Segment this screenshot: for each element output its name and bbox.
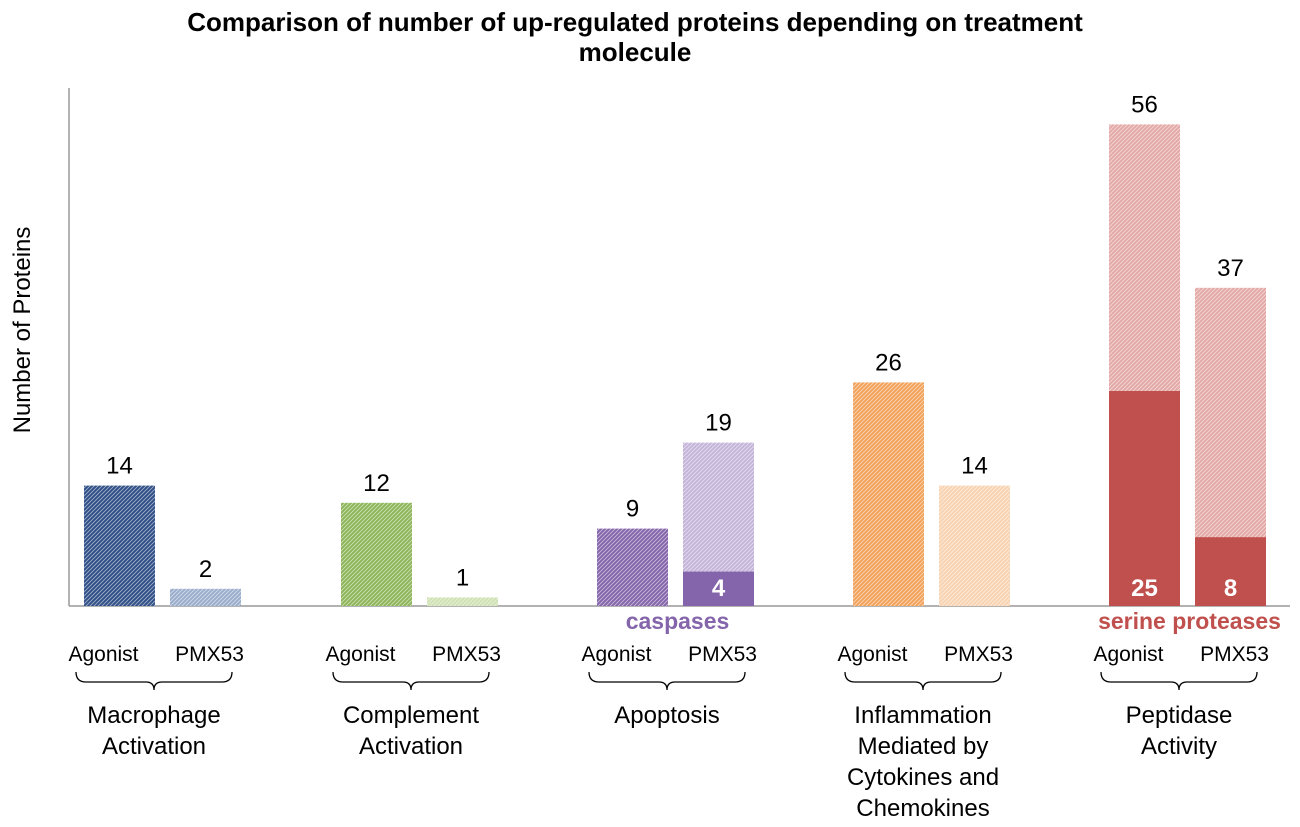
series-label: Agonist [581,643,651,666]
chart-title: Comparison of number of up-regulated pro… [187,7,1083,67]
bar-value-label: 56 [1131,91,1158,118]
category-label: Mediated by [858,733,989,760]
chart-title-line: molecule [579,37,692,67]
group-brace [844,671,1002,691]
bar-subset-label: 8 [1224,575,1237,602]
series-label: PMX53 [432,643,501,666]
bar-value-label: 14 [106,453,133,480]
group-brace [1100,671,1258,691]
series-label: PMX53 [175,643,244,666]
labels: 14Agonist2PMX53MacrophageActivation12Ago… [68,91,1280,822]
series-label: PMX53 [944,643,1013,666]
bar-value-label: 26 [875,349,902,376]
category-label: Inflammation [854,702,991,729]
y-axis-label: Number of Proteins [9,227,36,434]
category-label: Apoptosis [614,702,719,729]
bar-value-label: 1 [456,564,469,591]
category-label: Peptidase [1126,702,1233,729]
bar-pmx53-3 [939,485,1010,606]
annotation-label: caspases [626,608,730,634]
bars [84,124,1266,607]
bar-subset-2-1 [683,571,754,606]
bar-agonist-0 [84,485,155,606]
bar-agonist-1 [341,502,412,606]
group-brace [588,671,746,691]
series-label: PMX53 [688,643,757,666]
group-brace [332,671,490,691]
bar-pmx53-1 [427,597,498,606]
bar-subset-4-0 [1109,391,1180,606]
bar-value-label: 19 [705,410,732,437]
category-label: Activation [102,733,206,760]
bar-value-label: 14 [961,453,988,480]
category-label: Cytokines and [847,764,999,791]
bar-value-label: 2 [199,556,212,583]
category-label: Activation [359,733,463,760]
bar-value-label: 12 [363,470,390,497]
bar-agonist-2 [597,528,668,606]
group-brace [75,671,233,691]
series-label: Agonist [68,643,138,666]
annotation-label: serine proteases [1098,608,1281,634]
series-label: Agonist [837,643,907,666]
category-label: Complement [343,702,479,729]
category-label: Chemokines [856,795,989,822]
series-label: Agonist [1093,643,1163,666]
series-label: PMX53 [1200,643,1269,666]
category-label: Macrophage [87,702,220,729]
bar-subset-4-1 [1195,537,1266,606]
category-label: Activity [1141,733,1217,760]
series-label: Agonist [325,643,395,666]
bar-agonist-3 [853,382,924,606]
bar-pmx53-0 [170,588,241,606]
bar-value-label: 9 [626,496,639,523]
bar-subset-label: 25 [1131,575,1158,602]
bar-value-label: 37 [1217,255,1244,282]
chart-title-line: Comparison of number of up-regulated pro… [187,7,1083,37]
bar-subset-label: 4 [712,575,726,602]
